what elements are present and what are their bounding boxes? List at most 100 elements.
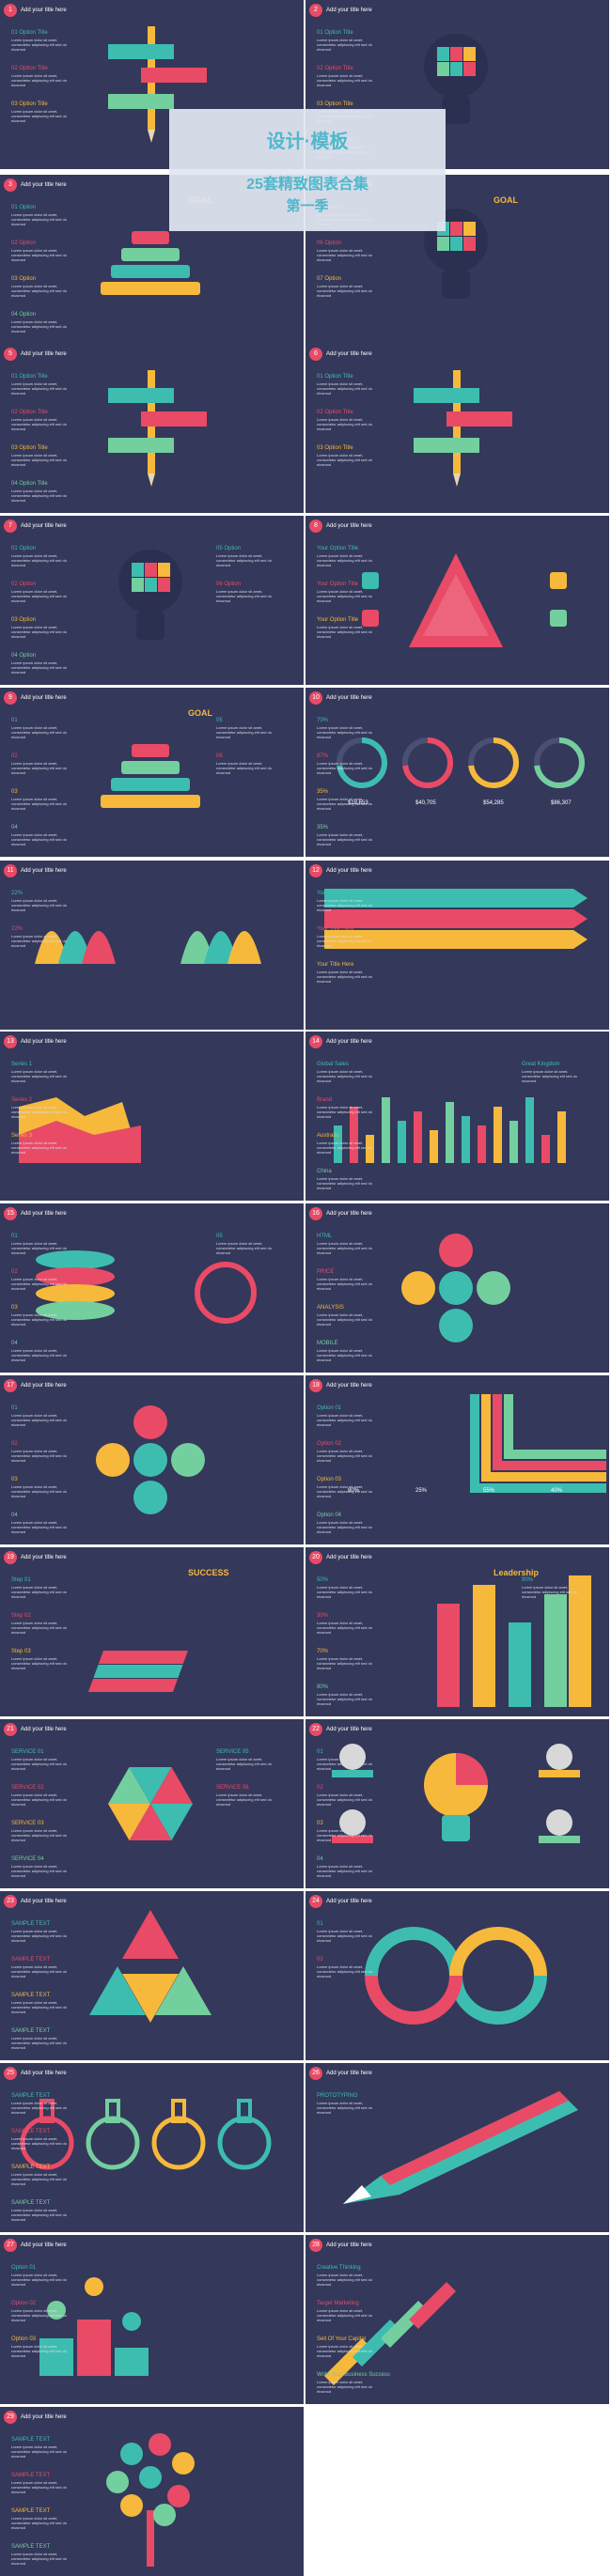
slide-body-text: Lorem ipsum dolor sit amet, consectetur … bbox=[317, 417, 372, 431]
slide-number-badge: 26 bbox=[309, 2067, 322, 2080]
slide-label: Your Option Title bbox=[317, 582, 359, 587]
slide-number-badge: 17 bbox=[4, 1379, 17, 1392]
slide-number-badge: 23 bbox=[4, 1895, 17, 1908]
slide-infographic bbox=[424, 34, 488, 124]
slide-body-text: Lorem ipsum dolor sit amet, consectetur … bbox=[11, 489, 67, 503]
slide-label: Sell Of Your Capital bbox=[317, 2336, 367, 2342]
slide-label: ANALYSIS bbox=[317, 1305, 344, 1311]
slide-label: 02 Option Title bbox=[11, 410, 48, 415]
slide-label: Option 02 bbox=[317, 1441, 342, 1447]
slide-title: Add your title here bbox=[326, 351, 372, 357]
slide-label: Your Option Title bbox=[317, 546, 359, 551]
slide-body-text: Lorem ipsum dolor sit amet, consectetur … bbox=[11, 589, 67, 603]
slide-body-text: Lorem ipsum dolor sit amet, consectetur … bbox=[11, 625, 67, 639]
slide-body-text: Lorem ipsum dolor sit amet, consectetur … bbox=[317, 898, 372, 912]
slide-body-text: Lorem ipsum dolor sit amet, consectetur … bbox=[11, 553, 67, 567]
slide-body-text: Lorem ipsum dolor sit amet, consectetur … bbox=[11, 2444, 67, 2459]
slide-body-text: Lorem ipsum dolor sit amet, consectetur … bbox=[317, 1449, 372, 1463]
slide-label: 70% bbox=[317, 718, 329, 723]
slide-infographic bbox=[324, 2282, 456, 2385]
slide-label: SAMPLE TEXT bbox=[11, 1957, 51, 1963]
slide-thumbnail: 11 Add your title here 22% Lorem ipsum dolo… bbox=[0, 861, 304, 1030]
slide-body-text: Lorem ipsum dolor sit amet, consectetur … bbox=[11, 725, 67, 739]
slide-body-text: Lorem ipsum dolor sit amet, consectetur … bbox=[11, 1277, 67, 1291]
slide-body-text: Lorem ipsum dolor sit amet, consectetur … bbox=[216, 725, 272, 739]
slide-label: 05 Option bbox=[216, 546, 242, 551]
slide-number-badge: 15 bbox=[4, 1207, 17, 1220]
slide-label: 01 bbox=[317, 1749, 323, 1755]
slide-infographic bbox=[36, 1250, 257, 1324]
slide-body-text: Lorem ipsum dolor sit amet, consectetur … bbox=[317, 797, 372, 811]
slide-title: Add your title here bbox=[21, 351, 67, 357]
slide-body-text: Lorem ipsum dolor sit amet, consectetur … bbox=[216, 761, 272, 775]
slide-label: SAMPLE TEXT bbox=[11, 2165, 51, 2170]
slide-label: Option 01 bbox=[11, 2265, 37, 2271]
slide-infographic bbox=[337, 737, 585, 788]
slide-label: Step 01 bbox=[11, 1577, 31, 1583]
slide-label: 03 bbox=[317, 1821, 323, 1826]
slide-body-text: Lorem ipsum dolor sit amet, consectetur … bbox=[11, 2552, 67, 2566]
slide-body-text: Lorem ipsum dolor sit amet, consectetur … bbox=[11, 1621, 67, 1635]
slide-label: 70% bbox=[317, 1649, 329, 1654]
slide-label: 01 Option Title bbox=[317, 30, 353, 36]
slide-title: Add your title here bbox=[21, 868, 67, 874]
slide-title: Add your title here bbox=[326, 1727, 372, 1732]
slide-number-badge: 5 bbox=[4, 348, 17, 361]
slide-number-badge: 8 bbox=[309, 520, 322, 533]
slide-label: 03 Option Title bbox=[317, 445, 353, 451]
slide-body-text: Lorem ipsum dolor sit amet, consectetur … bbox=[11, 2000, 67, 2014]
slide-thumbnail: 8 Add your title here Your Option Title Lor… bbox=[306, 516, 609, 685]
slide-body-text: Lorem ipsum dolor sit amet, consectetur … bbox=[317, 284, 372, 298]
slide-heading: SUCCESS bbox=[188, 1568, 229, 1577]
slide-label: 01 Option Title bbox=[317, 374, 353, 380]
slide-body-text: Lorem ipsum dolor sit amet, consectetur … bbox=[317, 1277, 372, 1291]
slide-body-text: Lorem ipsum dolor sit amet, consectetur … bbox=[11, 1929, 67, 1943]
slide-body-text: Lorem ipsum dolor sit amet, consectetur … bbox=[317, 725, 372, 739]
slide-body-text: Lorem ipsum dolor sit amet, consectetur … bbox=[11, 1864, 67, 1878]
slide-value: $54,285 bbox=[483, 800, 504, 806]
slide-label: 50% bbox=[317, 1577, 329, 1583]
slide-label: 03 Option bbox=[11, 276, 37, 282]
slide-body-text: Lorem ipsum dolor sit amet, consectetur … bbox=[317, 934, 372, 948]
slide-label: MOBILE bbox=[317, 1341, 338, 1346]
slide-body-text: Lorem ipsum dolor sit amet, consectetur … bbox=[11, 453, 67, 467]
slide-body-text: Lorem ipsum dolor sit amet, consectetur … bbox=[11, 1520, 67, 1534]
slide-title: Add your title here bbox=[21, 1899, 67, 1904]
slide-number-badge: 10 bbox=[309, 691, 322, 705]
slide-number-badge: 9 bbox=[4, 691, 17, 705]
slide-label: Series 1 bbox=[11, 1062, 33, 1067]
slide-label: 90% bbox=[522, 1577, 534, 1583]
slide-body-text: Lorem ipsum dolor sit amet, consectetur … bbox=[317, 453, 372, 467]
slide-body-text: Lorem ipsum dolor sit amet, consectetur … bbox=[522, 1069, 577, 1083]
slide-label: SERVICE 03 bbox=[11, 1821, 44, 1826]
slide-title: Add your title here bbox=[326, 2071, 372, 2076]
slide-body-text: Lorem ipsum dolor sit amet, consectetur … bbox=[11, 2516, 67, 2530]
cover-badge: 设计·模板 25套精致图表合集 第一季 bbox=[169, 109, 446, 231]
slide-body-text: Lorem ipsum dolor sit amet, consectetur … bbox=[11, 1413, 67, 1427]
slide-label: Option 03 bbox=[11, 2336, 37, 2342]
slide-label: 80% bbox=[317, 1684, 329, 1690]
slide-body-text: Lorem ipsum dolor sit amet, consectetur … bbox=[317, 1964, 372, 1979]
slide-value: $18,653 bbox=[348, 800, 368, 806]
slide-infographic bbox=[470, 1394, 606, 1493]
slide-infographic bbox=[35, 931, 261, 964]
slide-body-text: Lorem ipsum dolor sit amet, consectetur … bbox=[317, 1792, 372, 1807]
slide-thumbnail: 1 Add your title here 01 Option Title Lorem… bbox=[0, 0, 304, 169]
slide-label: PRICE bbox=[317, 1269, 335, 1275]
slide-thumbnail: 7 Add your title here 01 Option Lorem ipsum… bbox=[0, 516, 304, 685]
slide-label: 04 bbox=[11, 1341, 18, 1346]
slide-number-badge: 16 bbox=[309, 1207, 322, 1220]
slide-label: 04 bbox=[11, 825, 18, 830]
slide-label: 05 bbox=[216, 718, 223, 723]
slide-thumbnail: 10 Add your title here 70% Lorem ipsum dolo… bbox=[306, 688, 609, 857]
slide-body-text: Lorem ipsum dolor sit amet, consectetur … bbox=[11, 2101, 67, 2115]
slide-label: 02 bbox=[317, 1957, 323, 1963]
slide-label: 06 Option bbox=[317, 241, 342, 246]
slide-body-text: Lorem ipsum dolor sit amet, consectetur … bbox=[11, 1792, 67, 1807]
slide-number-badge: 25 bbox=[4, 2067, 17, 2080]
slide-label: SAMPLE TEXT bbox=[11, 2200, 51, 2206]
slide-body-text: Lorem ipsum dolor sit amet, consectetur … bbox=[317, 1585, 372, 1599]
slide-value: $40,705 bbox=[415, 800, 436, 806]
slide-thumbnail: 12 Add your title here Your Title Here Lore… bbox=[306, 861, 609, 1030]
